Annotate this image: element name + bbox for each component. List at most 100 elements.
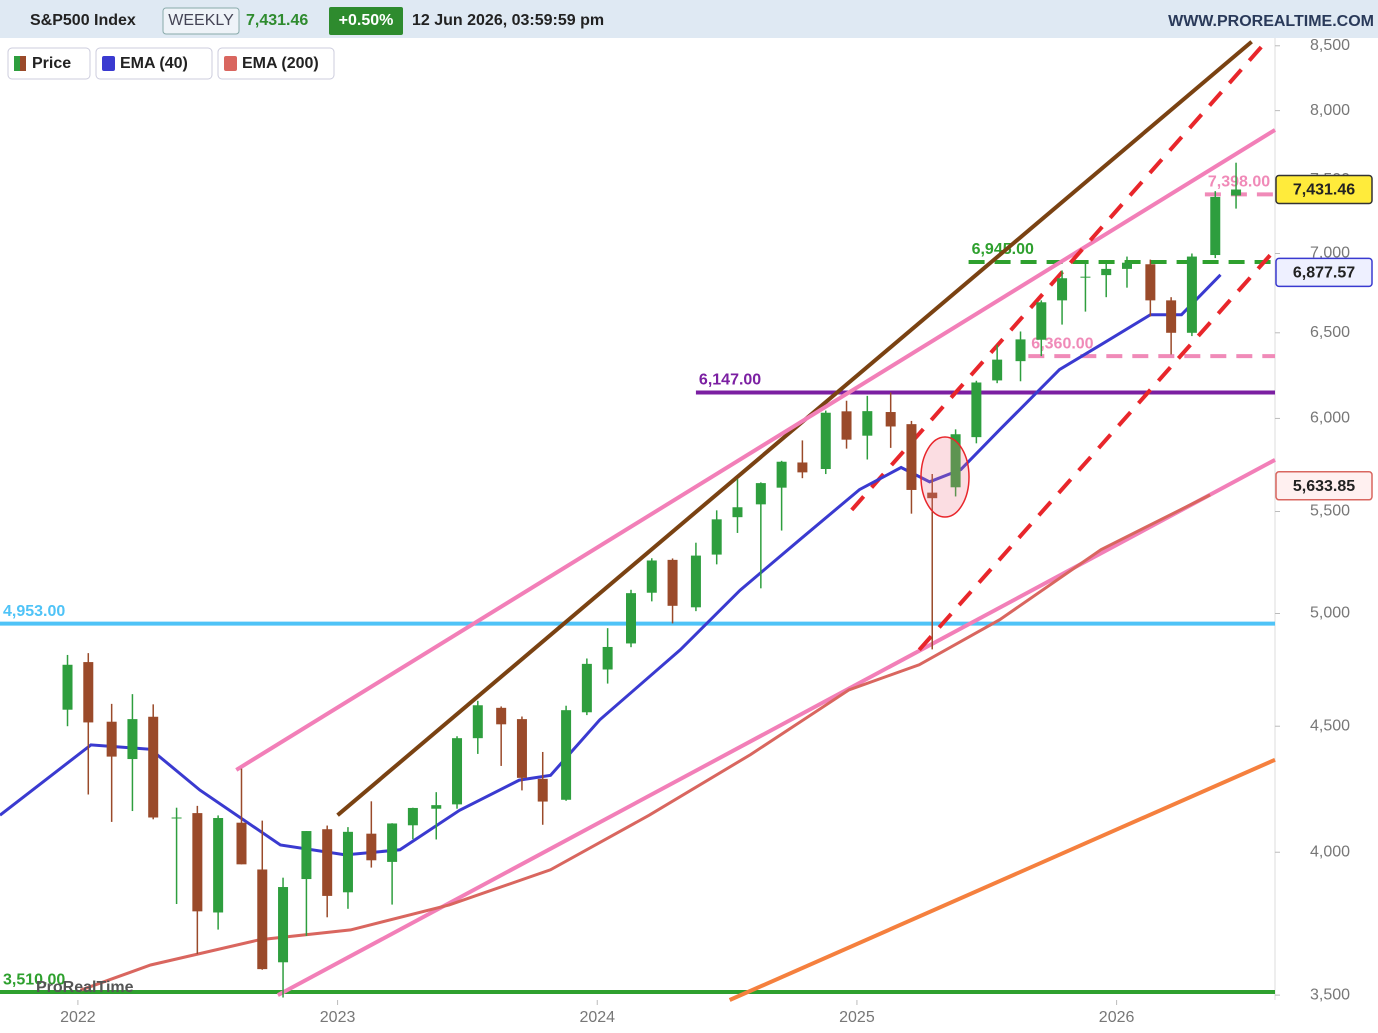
candle-body bbox=[322, 829, 333, 896]
candle-body bbox=[537, 778, 548, 802]
candle-body bbox=[496, 707, 507, 725]
level-label: 6,945.00 bbox=[972, 241, 1034, 258]
candle-body bbox=[992, 359, 1003, 381]
y-tick-label: 3,500 bbox=[1310, 986, 1350, 1003]
y-tick-label: 6,500 bbox=[1310, 324, 1350, 341]
candle-body bbox=[646, 560, 657, 593]
trendline bbox=[728, 757, 1276, 1002]
legend-item[interactable] bbox=[7, 47, 91, 80]
change: +0.50% bbox=[339, 12, 394, 29]
candle-body bbox=[431, 805, 442, 809]
ema-line bbox=[0, 273, 1222, 857]
candle-body bbox=[472, 705, 483, 739]
price-badge bbox=[1275, 471, 1373, 501]
candle-body bbox=[516, 719, 527, 778]
last-price: 7,431.46 bbox=[246, 12, 308, 29]
legend-swatch bbox=[102, 56, 115, 71]
y-tick-label: 8,500 bbox=[1310, 37, 1350, 54]
candle-body bbox=[1057, 278, 1068, 301]
candle-body bbox=[797, 462, 808, 473]
x-axis-band bbox=[0, 1000, 1378, 1033]
trendline bbox=[917, 248, 1277, 652]
x-tick-label: 2026 bbox=[1099, 1009, 1135, 1026]
candle-body bbox=[841, 411, 852, 440]
ema-line bbox=[79, 493, 1211, 992]
candle-body bbox=[407, 807, 418, 826]
candle-body bbox=[626, 593, 637, 644]
x-tick-label: 2024 bbox=[579, 1009, 615, 1026]
candle-body bbox=[148, 716, 159, 818]
legend-swatch bbox=[20, 56, 26, 71]
candle-body bbox=[950, 434, 961, 488]
candle-body bbox=[106, 721, 117, 757]
trendline bbox=[336, 40, 1253, 817]
legend: Price EMA (40) EMA (200) bbox=[7, 47, 335, 80]
level-label: 7,398.00 bbox=[1208, 174, 1270, 191]
level-label: 3,510.00 bbox=[3, 971, 65, 988]
price-badge-label: 6,877.57 bbox=[1293, 265, 1355, 282]
candle-body bbox=[301, 831, 312, 880]
candle-body bbox=[581, 663, 592, 713]
change-box bbox=[329, 7, 403, 35]
x-tick-label: 2023 bbox=[320, 1009, 356, 1026]
highlight-ellipse bbox=[920, 436, 970, 518]
price-badge-label: 7,431.46 bbox=[1293, 182, 1355, 199]
level-label: 4,953.00 bbox=[3, 603, 65, 620]
candle-body bbox=[366, 833, 377, 861]
price-badge bbox=[1275, 257, 1373, 288]
candle-body bbox=[213, 818, 224, 913]
timeframe-box[interactable] bbox=[162, 7, 240, 35]
candle-body bbox=[885, 412, 896, 427]
candle-body bbox=[192, 813, 203, 912]
candle-body bbox=[1186, 256, 1197, 333]
legend-swatch bbox=[14, 56, 20, 71]
y-tick-label: 5,000 bbox=[1310, 605, 1350, 622]
candle-body bbox=[387, 823, 398, 862]
legend-label[interactable]: EMA (200) bbox=[242, 55, 319, 72]
candle-body bbox=[690, 555, 701, 608]
candle-body bbox=[1101, 268, 1112, 276]
legend-item[interactable] bbox=[95, 47, 213, 80]
candle-body bbox=[1145, 264, 1156, 301]
candle-body bbox=[1166, 300, 1177, 333]
candle-body bbox=[236, 822, 247, 865]
candle-body bbox=[1121, 262, 1132, 269]
candle-body bbox=[1080, 276, 1091, 278]
candle-body bbox=[602, 646, 613, 670]
x-tick-label: 2025 bbox=[839, 1009, 875, 1026]
candle-body bbox=[971, 382, 982, 438]
legend-label[interactable]: EMA (40) bbox=[120, 55, 188, 72]
timeframe[interactable]: WEEKLY bbox=[168, 12, 234, 29]
candle-body bbox=[62, 664, 73, 710]
candle-body bbox=[820, 412, 831, 469]
candle-body bbox=[1231, 189, 1242, 196]
trendline bbox=[276, 458, 1276, 997]
legend-label[interactable]: Price bbox=[32, 55, 71, 72]
level-label: 6,147.00 bbox=[699, 372, 761, 389]
candle-body bbox=[342, 831, 353, 893]
title: S&P500 Index bbox=[30, 12, 136, 29]
candle-body bbox=[83, 662, 94, 723]
trendline bbox=[235, 128, 1277, 772]
level-label: 6,360.00 bbox=[1031, 335, 1093, 352]
x-tick-label: 2022 bbox=[60, 1009, 96, 1026]
price-badge-label: 5,633.85 bbox=[1293, 478, 1355, 495]
legend-swatch bbox=[224, 56, 237, 71]
y-tick-label: 4,500 bbox=[1310, 717, 1350, 734]
candle-body bbox=[667, 559, 678, 606]
plot: 6,147.00 4,953.00 3,510.00 6,945.00 6,360.00… bbox=[0, 40, 1277, 1002]
watermark: ProRealTime bbox=[36, 979, 134, 996]
candle-body bbox=[171, 817, 182, 819]
y-tick-label: 6,000 bbox=[1310, 410, 1350, 427]
candle-body bbox=[776, 461, 787, 488]
candle-body bbox=[755, 483, 766, 505]
legend-item[interactable] bbox=[217, 47, 335, 80]
candle-body bbox=[1210, 196, 1221, 256]
candle-body bbox=[711, 519, 722, 555]
source: WWW.PROREALTIME.COM bbox=[1168, 13, 1374, 30]
candle-body bbox=[127, 719, 138, 760]
y-tick-label: 7,000 bbox=[1310, 245, 1350, 262]
candle-body bbox=[1036, 302, 1047, 340]
candle-body bbox=[1015, 339, 1026, 362]
